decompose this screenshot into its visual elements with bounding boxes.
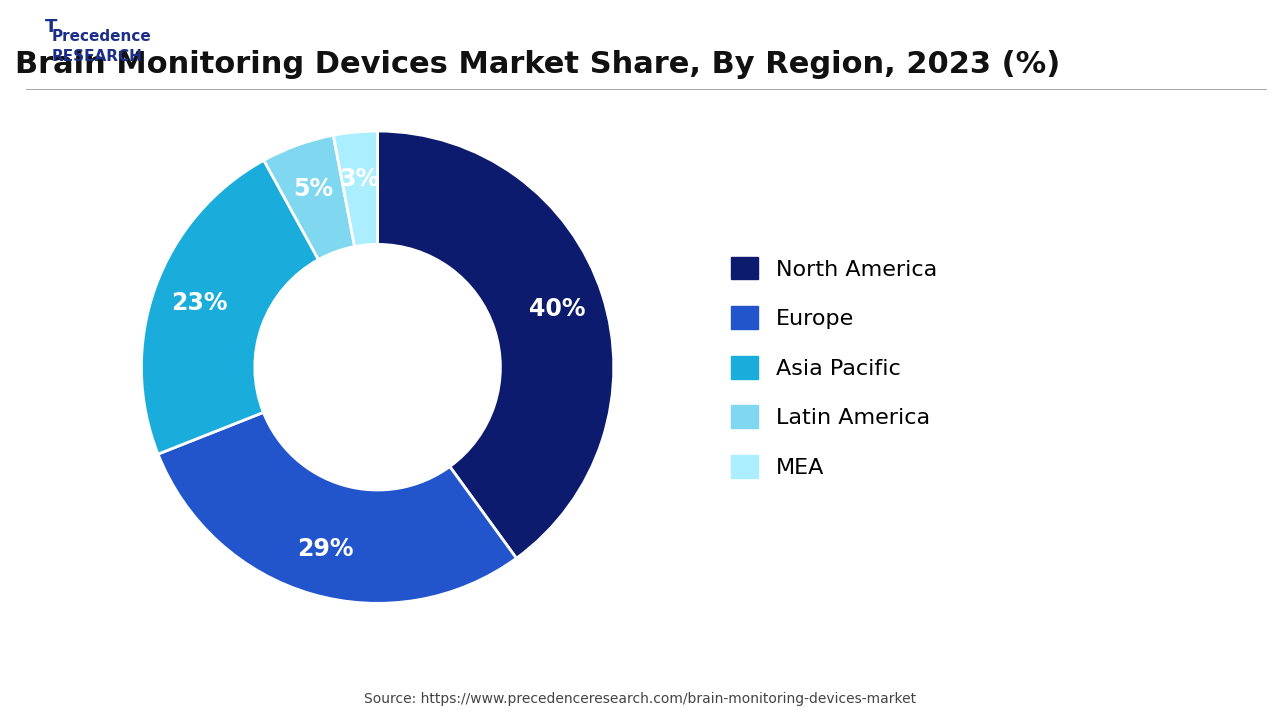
Text: 40%: 40% (529, 297, 585, 321)
Text: 3%: 3% (339, 167, 380, 191)
Text: 29%: 29% (297, 536, 353, 561)
Text: T: T (45, 18, 58, 36)
Wedge shape (157, 413, 516, 603)
Text: Source: https://www.precedenceresearch.com/brain-monitoring-devices-market: Source: https://www.precedenceresearch.c… (364, 692, 916, 706)
Wedge shape (378, 131, 613, 558)
Text: Brain Monitoring Devices Market Share, By Region, 2023 (%): Brain Monitoring Devices Market Share, B… (15, 50, 1060, 79)
Wedge shape (142, 161, 319, 454)
Text: Precedence
RESEARCH: Precedence RESEARCH (51, 29, 151, 63)
Wedge shape (333, 131, 378, 246)
Text: 5%: 5% (293, 177, 334, 202)
Wedge shape (264, 135, 355, 260)
Text: 23%: 23% (172, 291, 228, 315)
Legend: North America, Europe, Asia Pacific, Latin America, MEA: North America, Europe, Asia Pacific, Lat… (731, 256, 937, 478)
